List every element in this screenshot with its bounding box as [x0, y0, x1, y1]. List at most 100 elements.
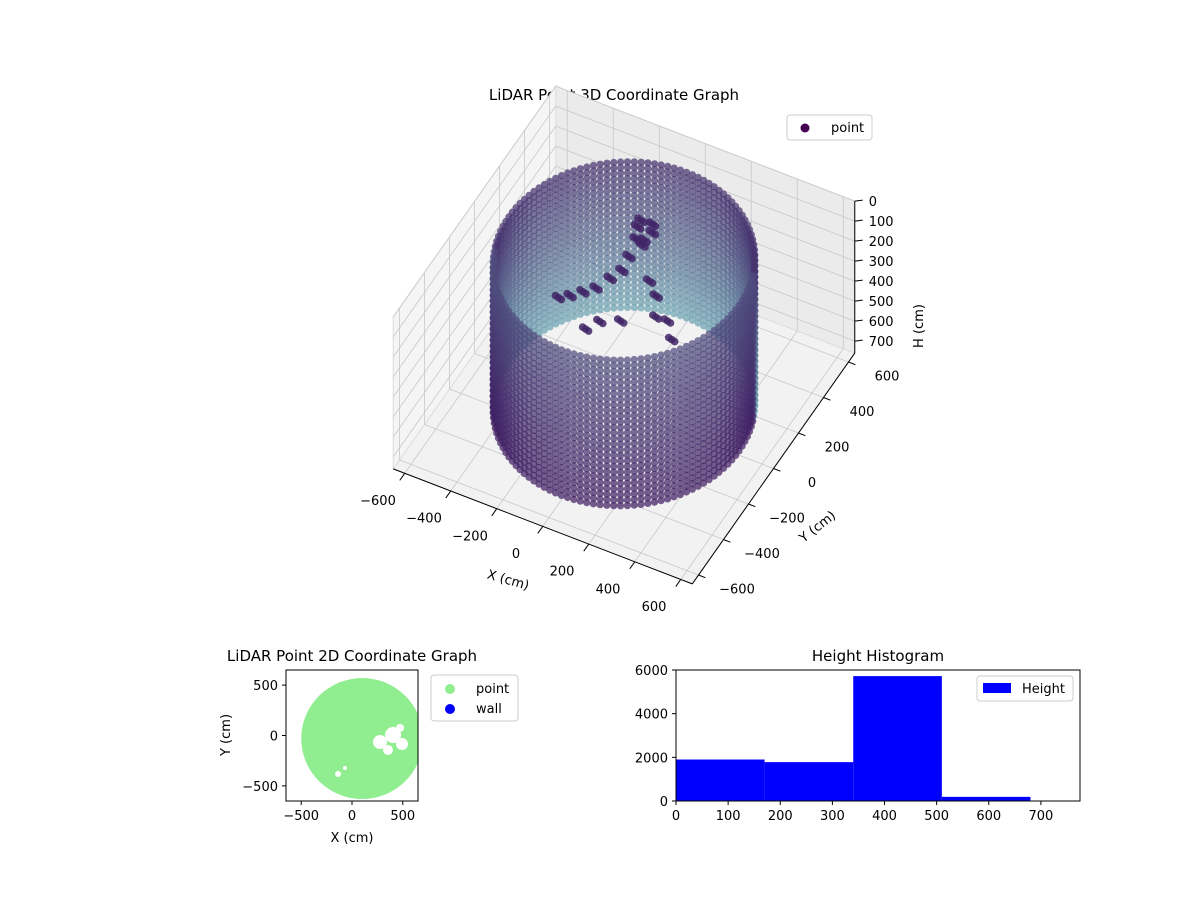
lidar-point [644, 432, 652, 440]
lidar-point [540, 248, 549, 256]
lidar-point [644, 399, 652, 407]
lidar-point [589, 377, 598, 385]
x-tick-label-2d: 0 [348, 809, 356, 824]
lidar-point [688, 485, 696, 493]
lidar-point [650, 403, 659, 411]
lidar-point [570, 312, 578, 320]
lidar-point [651, 188, 659, 196]
lidar-point [670, 403, 678, 411]
lidar-point [552, 382, 560, 391]
legend-marker-point-3d [800, 123, 810, 133]
lidar-point [688, 446, 696, 454]
lidar-point [583, 409, 591, 417]
x-axis-line-3d [393, 468, 693, 585]
lidar-point [676, 474, 684, 482]
lidar-point [557, 357, 566, 365]
lidar-point [676, 384, 684, 392]
lidar-point [670, 375, 678, 383]
lidar-point [552, 208, 560, 216]
lidar-point [617, 214, 625, 222]
lidar-point [546, 200, 554, 208]
point-column [623, 158, 632, 311]
lidar-point [657, 491, 665, 499]
lidar-point [589, 290, 598, 298]
lidar-point [558, 244, 566, 252]
lidar-point [650, 353, 659, 361]
lidar-point [676, 351, 684, 359]
lidar-point [583, 431, 591, 439]
lidar-point [657, 279, 665, 287]
y-tick-label-3d: 200 [825, 440, 850, 455]
lidar-point [596, 433, 604, 442]
lidar-point [570, 189, 578, 197]
lidar-point [583, 247, 591, 255]
lidar-point [623, 203, 632, 211]
lidar-point [650, 397, 659, 405]
lidar-point [694, 449, 702, 457]
lidar-point [564, 471, 572, 479]
lidar-point [576, 475, 584, 483]
lidar-point [546, 306, 554, 314]
lidar-point [682, 466, 691, 474]
lidar-point [564, 393, 572, 401]
lidar-point [583, 387, 591, 395]
lidar-point [657, 234, 665, 242]
lidar-point [610, 418, 618, 426]
lidar-point [589, 444, 598, 452]
lidar-point [603, 496, 611, 504]
lidar-point [576, 260, 585, 268]
lidar-point [682, 235, 691, 243]
lidar-point [664, 400, 672, 408]
lidar-point [648, 279, 657, 287]
lidar-point [552, 405, 560, 413]
lidar-point [603, 221, 611, 229]
lidar-point [637, 394, 645, 402]
lidar-point [657, 195, 665, 203]
lidar-point [583, 180, 591, 188]
lidar-point [540, 422, 548, 430]
lidar-point [540, 466, 548, 475]
lidar-point [651, 266, 659, 274]
lidar-point [589, 399, 598, 407]
lidar-point [552, 320, 560, 328]
lidar-point [557, 368, 566, 376]
lidar-point [670, 270, 678, 279]
x-tick-label-3d: −200 [452, 529, 488, 544]
lidar-point [623, 406, 632, 414]
lidar-point [623, 468, 632, 476]
lidar-point [664, 224, 672, 232]
lidar-point [546, 341, 554, 349]
lidar-point [589, 173, 598, 181]
lidar-point [637, 383, 645, 391]
lidar-point [688, 356, 696, 365]
x-tick-label-histogram: 200 [768, 809, 793, 824]
x-axis-label-2d: X (cm) [331, 831, 374, 846]
lidar-point [644, 176, 652, 184]
x-tick-label-histogram: 600 [976, 809, 1001, 824]
lidar-point [596, 439, 604, 447]
lidar-point [557, 391, 566, 399]
lidar-point [557, 402, 566, 410]
lidar-point [700, 412, 708, 420]
lidar-point [670, 420, 678, 428]
lidar-point [576, 193, 585, 201]
lidar-point [657, 469, 665, 477]
y-tick-label-2d: 0 [270, 730, 278, 745]
lidar-point [564, 186, 572, 194]
lidar-point [670, 214, 678, 223]
lidar-point [489, 258, 497, 266]
lidar-point [630, 445, 638, 453]
lidar-point [557, 491, 566, 499]
lidar-point [583, 465, 591, 473]
lidar-point [570, 411, 578, 420]
point-column [664, 162, 672, 316]
point-column [617, 158, 625, 312]
lidar-point [664, 263, 672, 271]
lidar-point [564, 443, 572, 451]
lidar-point [552, 241, 560, 250]
lidar-point [651, 249, 659, 257]
lidar-point [657, 379, 665, 387]
lidar-point [617, 304, 625, 312]
lidar-point [623, 429, 632, 437]
lidar-point [657, 485, 665, 493]
